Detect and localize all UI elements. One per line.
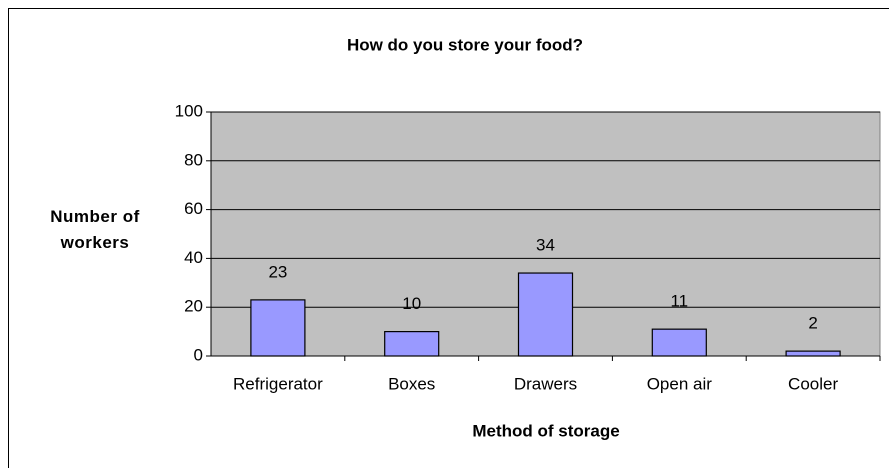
y-tick-label: 0 [194,345,203,364]
y-tick-label: 100 [175,101,203,120]
bar [384,331,440,357]
y-tick-label: 60 [184,199,203,218]
chart-title: How do you store your food? [347,35,583,54]
data-label: 34 [536,236,555,255]
x-tick-label: Drawers [514,374,577,393]
bar [517,272,574,357]
data-label: 2 [808,314,817,333]
y-axis-label: Number of workers [50,207,140,252]
data-label: 11 [670,292,688,311]
y-tick-label: 80 [184,150,203,169]
bar [651,328,707,357]
data-label: 10 [402,294,421,313]
x-tick-label: Refrigerator [233,374,323,393]
bar [250,299,306,357]
x-tick-label: Open air [647,374,713,393]
x-axis-label: Method of storage [472,421,619,440]
data-label: 23 [268,262,287,281]
bar [785,350,841,357]
y-tick-label: 20 [184,297,203,316]
y-tick-label: 40 [184,248,203,267]
x-tick-label: Cooler [788,374,838,393]
x-tick-label: Boxes [388,374,435,393]
